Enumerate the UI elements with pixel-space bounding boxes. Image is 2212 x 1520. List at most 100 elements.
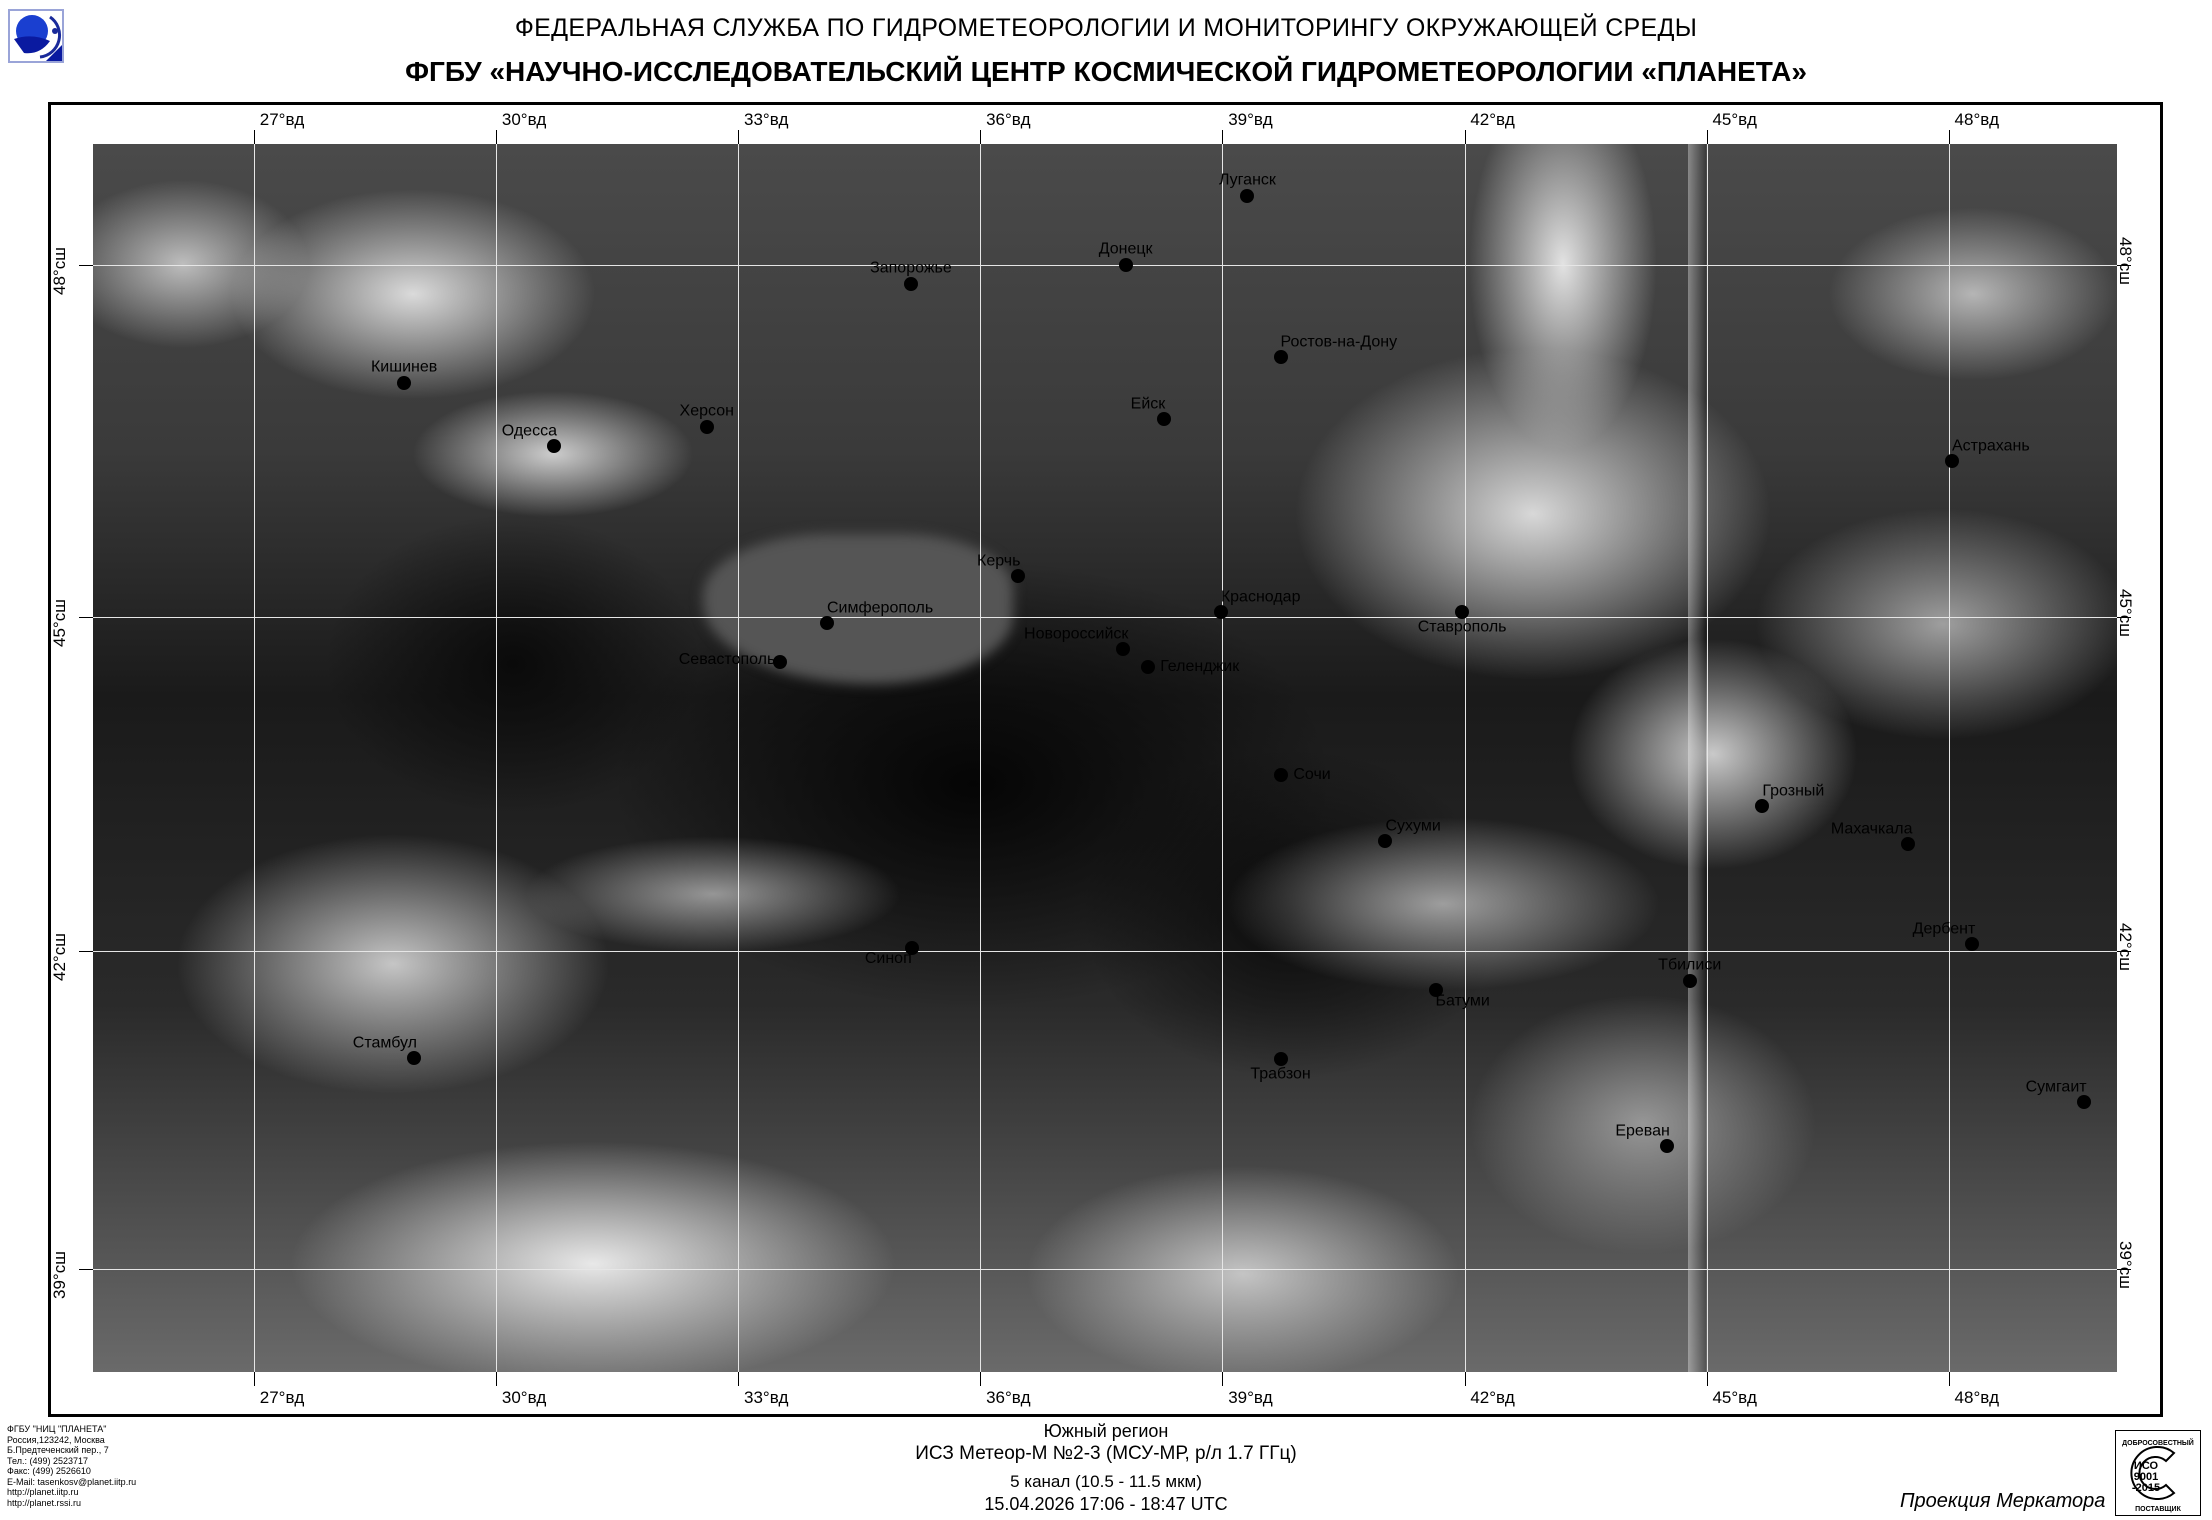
city-label: Ставрополь [1417,618,1507,636]
lat-label-left: 45°сш [50,599,69,647]
city-label: Дербент [1912,920,1976,938]
header-center: ФГБУ «НАУЧНО-ИССЛЕДОВАТЕЛЬСКИЙ ЦЕНТР КОС… [405,56,1807,87]
map-frame [48,102,2163,1417]
city-label: Новороссийск [1024,625,1129,643]
satellite-image [93,144,2117,1372]
iso-line1: ИСО [2134,1460,2159,1472]
lon-label-bottom: 48°вд [1954,1388,2000,1407]
tick-top [1706,130,1708,144]
projection-label: Проекция Меркатора [1900,1490,2106,1512]
lon-label-bottom: 39°вд [1228,1388,1273,1407]
city-marker [1901,836,1916,851]
city-marker [1011,568,1026,583]
lat-label-right: 39°сш [2116,1241,2135,1290]
tick-bottom [738,1372,740,1386]
city-label: Запорожье [870,260,952,278]
parallel-line [93,1269,2117,1271]
header-agency: ФЕДЕРАЛЬНАЯ СЛУЖБА ПО ГИДРОМЕТЕОРОЛОГИИ … [514,14,1698,42]
lon-label-bottom: 42°вд [1470,1388,1515,1407]
tick-left [79,617,93,618]
meridian-line [1948,144,1950,1372]
iso-top: ДОБРОСОВЕСТНЫЙ [2122,1438,2194,1447]
city-marker [1378,834,1393,849]
tick-bottom [1464,1372,1466,1386]
city-marker [1274,767,1289,782]
city-label: Стамбул [352,1034,417,1052]
address-line: http://planet.iitp.ru [7,1487,79,1497]
iso-badge: ДОБРОСОВЕСТНЫЙ ИСО 9001 -2015 ПОСТАВЩИК [2115,1430,2201,1516]
city-label: Севастополь [678,651,776,669]
city-label: Симферополь [826,599,934,617]
lat-label-left: 39°сш [50,1251,69,1300]
city-marker [547,438,562,453]
address-block: ФГБУ "НИЦ "ПЛАНЕТА" Россия,123242, Москва… [7,1424,136,1508]
meridian-line [1464,144,1466,1372]
swath-boundary [1688,144,1706,1372]
city-label: Грозный [1762,782,1825,800]
lon-label-top: 30°вд [501,110,547,129]
tick-bottom [1948,1372,1950,1386]
tick-top [980,130,982,144]
meridian-line [738,144,740,1372]
city-label: Сумгаит [2025,1078,2087,1096]
tick-right [2117,950,2131,952]
crimea-land [703,534,1013,684]
lon-label-bottom: 30°вд [501,1388,547,1407]
city-label: Кишинев [370,359,438,377]
city-marker [1156,411,1171,426]
tick-right [2117,265,2131,267]
tick-top [254,130,255,144]
address-line: ФГБУ "НИЦ "ПЛАНЕТА" [7,1424,107,1434]
address-line: Факс: (499) 2526610 [7,1466,91,1476]
meridian-line [1222,144,1224,1372]
tick-bottom [1706,1372,1708,1386]
lon-label-bottom: 36°вд [986,1388,1031,1407]
city-label: Херсон [679,402,734,420]
meridian-line [254,144,255,1372]
lon-label-top: 36°вд [986,110,1031,129]
city-marker [699,420,714,435]
city-marker [1240,189,1255,203]
city-marker [903,277,918,292]
lon-label-bottom: 33°вд [743,1388,789,1407]
city-label: Махачкала [1830,820,1913,838]
iso-bottom: ПОСТАВЩИК [2135,1506,2181,1513]
tick-left [79,1269,93,1271]
city-label: Трабзон [1250,1064,1311,1082]
city-label: Геленджик [1160,658,1240,676]
address-line: Б.Предтеченский пер., 7 [7,1445,109,1455]
lon-label-top: 27°вд [259,110,305,129]
city-marker [1141,660,1156,675]
city-marker [1116,641,1131,656]
city-marker [1273,350,1288,365]
satellite-info: ИСЗ Метеор-М №2-3 (МСУ-МР, р/л 1.7 ГГц) [915,1443,1297,1464]
city-marker [773,655,788,670]
parallel-line [93,950,2117,952]
city-label: Ростов-на-Дону [1280,333,1398,351]
lon-label-bottom: 45°вд [1712,1388,1757,1407]
city-marker [1213,605,1228,620]
tick-bottom [254,1372,255,1386]
tick-right [2117,1269,2131,1271]
city-marker [1945,454,1959,469]
region-title: Южный регион [1043,1421,1169,1441]
lon-label-top: 33°вд [743,110,789,129]
address-line: Россия,123242, Москва [7,1434,105,1445]
tick-top [738,130,740,144]
channel-info: 5 канал (10.5 - 11.5 мкм) [1010,1472,1202,1491]
city-label: Донецк [1098,240,1153,258]
iso-line3: -2015 [2132,1482,2160,1494]
city-label: Тбилиси [1658,956,1722,974]
tick-bottom [980,1372,982,1386]
lon-label-top: 42°вд [1470,110,1515,129]
tick-left [79,950,93,952]
meridian-line [980,144,982,1372]
lat-label-left: 48°сш [50,247,69,296]
city-label: Батуми [1435,992,1490,1010]
meridian-line [496,144,498,1372]
tick-right [2117,617,2131,618]
lat-label-left: 42°сш [50,933,69,981]
tick-top [1222,130,1224,144]
city-label: Луганск [1219,171,1276,189]
city-marker [1965,937,1980,952]
